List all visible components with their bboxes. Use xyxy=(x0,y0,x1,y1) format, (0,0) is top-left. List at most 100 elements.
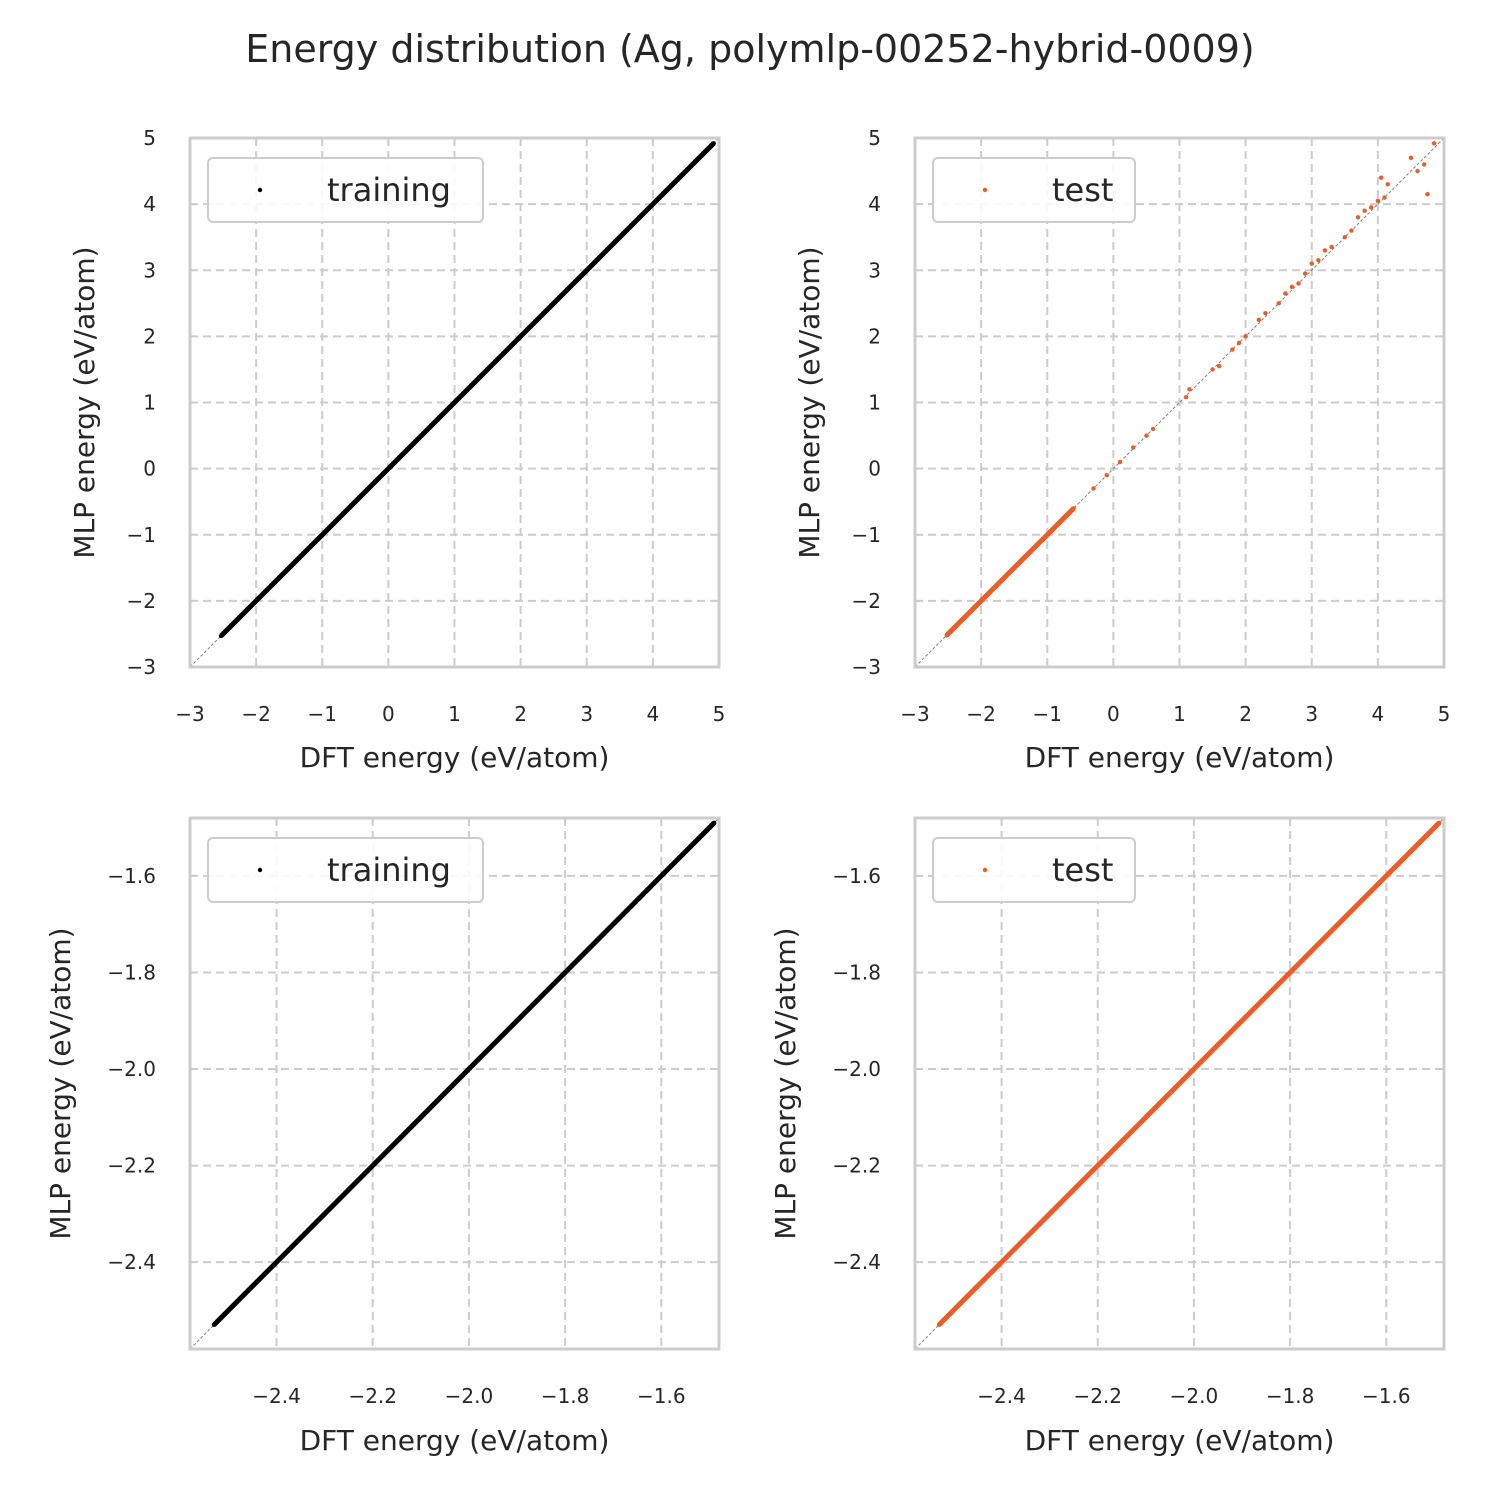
y-tick-label: 3 xyxy=(143,258,156,282)
y-tick-label: 2 xyxy=(868,324,881,348)
data-point-training xyxy=(320,532,325,537)
data-point-test xyxy=(1309,261,1314,266)
legend-label: training xyxy=(327,171,451,209)
data-point-test xyxy=(1230,347,1235,352)
data-point-test xyxy=(1256,317,1262,323)
y-tick-label: 2 xyxy=(143,324,156,348)
y-tick-label: −1 xyxy=(127,523,156,547)
y-tick-label: 0 xyxy=(143,457,156,481)
axes-frame xyxy=(913,136,1446,669)
x-tick-label: 5 xyxy=(1438,702,1451,726)
y-axis-label: MLP energy (eV/atom) xyxy=(769,927,802,1239)
y-tick-label: 4 xyxy=(143,192,156,216)
data-point-test xyxy=(1143,1115,1149,1120)
x-tick-label: −1.6 xyxy=(637,1384,686,1408)
data-point-test xyxy=(1031,545,1037,551)
x-axis-label: DFT energy (eV/atom) xyxy=(300,741,610,774)
x-tick-label: −2.0 xyxy=(1170,1384,1219,1408)
data-point-test xyxy=(1316,258,1321,263)
data-point-test xyxy=(1296,281,1301,286)
y-tick-label: −2 xyxy=(852,589,881,613)
x-tick-label: −1 xyxy=(308,702,337,726)
data-point-test xyxy=(1018,559,1023,564)
data-point-training xyxy=(596,936,601,941)
panels: −3 −2 −1 0 1 2 3 4 5 −3 −2 −1 0 1 2 3 4 5 DFT energy (eV/a… xyxy=(44,126,1450,1457)
data-point-test xyxy=(1276,301,1281,306)
x-tick-label: −1.6 xyxy=(1362,1384,1411,1408)
x-tick-label: −2.2 xyxy=(1073,1384,1122,1408)
y-tick-label: −2.4 xyxy=(832,1250,881,1274)
data-point-test xyxy=(992,585,997,590)
data-point-training xyxy=(711,141,716,146)
x-tick-label: 2 xyxy=(514,702,527,726)
legend-marker xyxy=(257,187,263,193)
data-point-test xyxy=(1131,445,1136,450)
data-point-training xyxy=(218,633,224,639)
data-point-training xyxy=(670,182,675,187)
legend-marker xyxy=(982,187,988,193)
x-tick-label: −1.8 xyxy=(1266,1384,1315,1408)
data-point-training xyxy=(551,301,556,306)
data-point-training xyxy=(250,1284,255,1289)
data-point-training xyxy=(322,1211,327,1217)
data-point-test xyxy=(1336,922,1341,927)
data-point-training xyxy=(273,578,279,584)
y-tick-label: −2.2 xyxy=(107,1154,156,1178)
legend: training xyxy=(207,157,484,223)
y-tick-label: −1 xyxy=(852,523,881,547)
y-tick-label: −2.0 xyxy=(107,1057,156,1081)
panel-top-right: −3 −2 −1 0 1 2 3 4 5 −3 −2 −1 0 1 2 3 4 5 DFT energy (eV/a… xyxy=(793,126,1450,774)
data-point-test xyxy=(1191,1066,1197,1072)
data-point-training xyxy=(571,281,576,286)
data-point-training xyxy=(472,380,477,385)
data-point-test xyxy=(1144,433,1149,438)
x-tick-label: 2 xyxy=(1239,702,1252,726)
data-point-test xyxy=(1243,334,1248,339)
data-point-training xyxy=(485,367,490,372)
data-point-training xyxy=(637,215,642,220)
data-point-test xyxy=(1091,486,1096,491)
data-point-test xyxy=(1382,195,1387,200)
legend-box xyxy=(932,837,1136,903)
data-point-training xyxy=(707,825,712,830)
data-point-test xyxy=(1045,532,1050,537)
data-point-training xyxy=(562,970,568,975)
legend-marker xyxy=(982,867,988,873)
data-point-test xyxy=(1005,572,1010,577)
data-point-training xyxy=(514,1018,520,1023)
data-point-test xyxy=(1210,367,1215,372)
x-tick-label: −3 xyxy=(175,702,204,726)
x-axis-label: DFT energy (eV/atom) xyxy=(1025,1424,1335,1457)
y-tick-label: 0 xyxy=(868,457,881,481)
data-point-test xyxy=(944,633,949,638)
data-point-test xyxy=(1355,215,1361,220)
data-point-training xyxy=(538,314,543,319)
data-point-test xyxy=(1104,473,1109,478)
data-point-test xyxy=(1236,340,1242,346)
data-point-test xyxy=(1436,820,1442,826)
legend-label: test xyxy=(1052,171,1113,209)
data-point-training xyxy=(584,268,589,273)
x-tick-label: −2 xyxy=(241,702,270,726)
legend: test xyxy=(932,837,1136,903)
data-point-test xyxy=(978,598,984,604)
data-point-test xyxy=(1117,459,1123,465)
data-point-training xyxy=(253,598,259,604)
data-point-test xyxy=(1187,387,1192,392)
data-point-test xyxy=(1349,228,1354,233)
x-tick-label: −2.4 xyxy=(252,1384,301,1408)
data-point-test xyxy=(1047,1211,1052,1217)
legend-marker xyxy=(257,867,263,873)
data-point-test xyxy=(1183,395,1189,400)
data-point-training xyxy=(703,149,708,154)
data-point-training xyxy=(306,545,312,551)
data-point-training xyxy=(370,1163,375,1168)
data-point-test xyxy=(1415,168,1420,174)
data-point-test xyxy=(1408,155,1414,161)
x-tick-label: −1.8 xyxy=(541,1384,590,1408)
data-point-test xyxy=(1375,198,1381,204)
axes-frame xyxy=(188,136,721,669)
y-tick-label: 5 xyxy=(868,126,881,150)
panel-bottom-right: −2.4 −2.2 −2.0 −1.8 −1.6 −2.4 −2.2 −2.0 −1.8 −1.6… xyxy=(769,816,1446,1457)
